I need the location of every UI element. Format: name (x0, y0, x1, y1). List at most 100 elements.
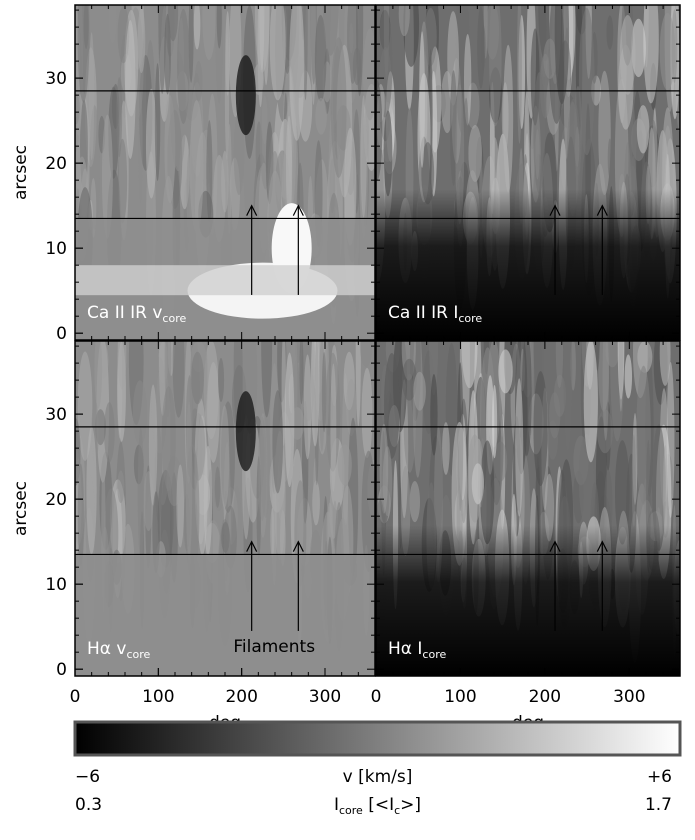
image-streak (261, 341, 273, 418)
colorbar-tick-label: +6 (647, 767, 672, 787)
x-tick-label: 0 (371, 687, 382, 707)
y-tick-label: 0 (56, 324, 67, 344)
x-tick-label: 200 (529, 687, 561, 707)
panel-image (376, 341, 680, 676)
subscript: c (394, 804, 400, 817)
image-streak (167, 5, 179, 42)
image-streak (117, 470, 125, 504)
arrow-head (596, 540, 608, 552)
image-streak (359, 341, 373, 367)
image-streak (223, 505, 237, 569)
y-tick-label: 30 (45, 405, 67, 425)
image-streak (191, 351, 204, 405)
subscript: core (126, 648, 150, 661)
image-streak (352, 47, 362, 86)
image-streak (145, 88, 157, 199)
annotation: Filaments (233, 637, 315, 657)
arrow-head (292, 540, 304, 552)
image-streak (361, 450, 375, 573)
image-streak (154, 63, 161, 181)
image-streak (227, 123, 232, 234)
image-streak (269, 5, 286, 101)
image-streak (116, 77, 123, 158)
arrow-head (549, 204, 561, 216)
image-streak (176, 464, 185, 548)
image-streak (253, 64, 264, 95)
image-streak (77, 463, 84, 567)
image-streak (101, 114, 113, 239)
image-streak (188, 5, 194, 83)
image-streak (258, 416, 267, 521)
image-streak (172, 341, 185, 418)
image-streak (189, 99, 204, 233)
image-streak (233, 112, 245, 196)
x-tick-label: 0 (70, 687, 81, 707)
label: Icore [<Ic>] (334, 795, 421, 817)
image-streak (202, 5, 216, 60)
image-streak (137, 427, 144, 562)
image-streak (284, 352, 295, 488)
image-streak (161, 386, 176, 491)
label: Ca II IR vcore (87, 303, 186, 325)
x-tick-label: 100 (444, 687, 476, 707)
image-streak (330, 363, 337, 492)
image-streak (137, 7, 146, 74)
image-streak (108, 5, 117, 44)
x-tick-label: 300 (309, 687, 341, 707)
y-tick-label: 20 (45, 490, 67, 510)
image-feature (235, 55, 256, 136)
image-streak (77, 351, 93, 461)
label-text: Ca II IR v (87, 303, 162, 323)
arrow-head (292, 204, 304, 216)
image-streak (314, 14, 327, 102)
image-feature (235, 391, 256, 472)
colorbar (73, 720, 682, 757)
label: Ca II IR Icore (388, 303, 482, 325)
image-streak (259, 5, 265, 71)
image-streak (321, 351, 327, 433)
y-axis-label: arcsec (11, 481, 31, 536)
image-streak (216, 5, 222, 49)
image-streak (299, 341, 304, 405)
label-text: >] (400, 795, 421, 815)
image-streak (362, 28, 375, 121)
label-text: Hα v (87, 639, 126, 659)
arrow-head (596, 204, 608, 216)
image-streak (117, 341, 127, 390)
image-streak (224, 31, 230, 161)
image-streak (203, 445, 213, 556)
image-streak (158, 5, 167, 95)
image-streak (89, 32, 95, 161)
image-streak (214, 466, 221, 508)
image-streak (117, 138, 128, 224)
colorbar-tick-label: 1.7 (645, 795, 672, 815)
image-streak (219, 405, 230, 509)
image-streak (75, 418, 81, 486)
arrow-head (549, 540, 561, 552)
label: v [km/s] (343, 767, 413, 787)
image-streak (152, 491, 160, 574)
y-tick-label: 10 (45, 239, 67, 259)
image-streak (193, 5, 201, 50)
label-text: Hα I (388, 639, 422, 659)
image-streak (363, 109, 370, 160)
subscript: core (422, 648, 446, 661)
y-tick-label: 20 (45, 154, 67, 174)
label: Hα Icore (388, 639, 446, 661)
image-streak (344, 127, 357, 246)
image-streak (132, 380, 148, 446)
image-lower (75, 554, 375, 676)
label-text: I (334, 795, 339, 815)
panel-image (376, 5, 680, 340)
label-text: [<I (363, 795, 394, 815)
label: Hα vcore (87, 639, 151, 661)
x-tick-label: 100 (142, 687, 174, 707)
arrow-head (246, 540, 258, 552)
image-streak (289, 5, 305, 141)
image-streak (185, 401, 193, 561)
image-streak (86, 426, 97, 555)
image-streak (104, 402, 115, 463)
image-streak (272, 390, 284, 494)
image-streak (303, 354, 312, 460)
image-streak (94, 341, 103, 409)
